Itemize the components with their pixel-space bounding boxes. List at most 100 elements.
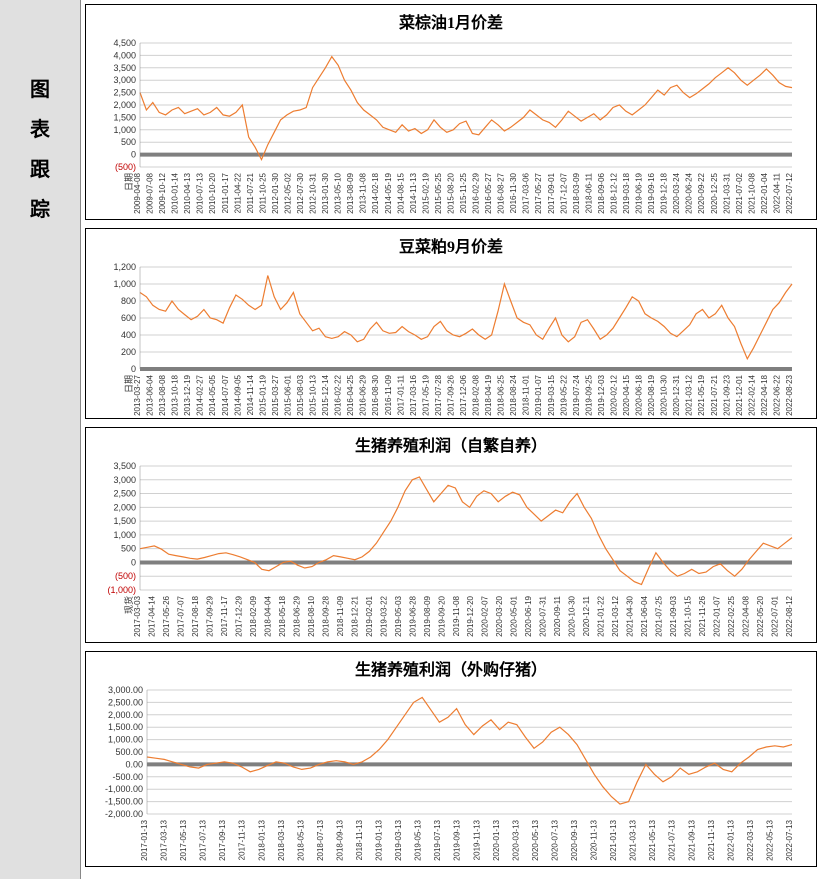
- chart1-xtick: 2021-10-08: [747, 172, 756, 213]
- chart3-ytick: (500): [115, 571, 136, 581]
- chart1-xtick: 2012-05-02: [283, 172, 292, 213]
- chart2-xtick: 2017-05-19: [421, 374, 430, 415]
- chart1-xtick: 2010-07-13: [196, 172, 205, 213]
- chart4-xtick: 2021-09-13: [687, 819, 696, 860]
- chart4-xtick: 2021-03-13: [629, 819, 638, 860]
- chart2-xtick: 2016-11-09: [384, 374, 393, 415]
- chart3-xtick: 2022-01-07: [713, 595, 722, 636]
- chart2-xtick: 2022-06-22: [772, 374, 781, 415]
- chart4-xtick: 2018-09-13: [335, 819, 344, 860]
- chart3-xtick: 2017-07-07: [176, 595, 185, 636]
- chart1-xtick: 2009-04-08: [133, 172, 142, 213]
- chart4-xtick: 2017-01-13: [140, 819, 149, 860]
- chart2-xtick: 2013-08-08: [158, 374, 167, 415]
- chart2-xtick: 2019-05-22: [559, 374, 568, 415]
- chart4-xtick: 2019-11-13: [472, 819, 481, 860]
- chart1-title: 菜棕油1月价差: [92, 9, 810, 33]
- chart4-xtick: 2019-07-13: [433, 819, 442, 860]
- chart2-xtick: 2019-01-07: [534, 374, 543, 415]
- chart1-xtick: 2022-04-11: [772, 172, 781, 213]
- chart1-xtick: 2019-06-19: [635, 172, 644, 213]
- chart3-xtick: 2018-02-09: [249, 595, 258, 636]
- chart3-xtick: 2017-11-17: [220, 595, 229, 636]
- chart1-xtick: 2015-08-20: [446, 172, 455, 213]
- chart3-xtick: 2019-02-01: [365, 595, 374, 636]
- chart2-ytick: 1,200: [113, 262, 136, 272]
- chart3-ytick: 1,000: [113, 530, 136, 540]
- chart4-xtick: 2018-07-13: [316, 819, 325, 860]
- chart2-xtick: 2021-07-21: [710, 374, 719, 415]
- chart2-ytick: 0: [131, 364, 136, 374]
- chart3-xtick: 2022-05-20: [756, 595, 765, 636]
- chart3-xtick: 2020-06-19: [524, 595, 533, 636]
- chart2-xtick: 2013-12-19: [183, 374, 192, 415]
- chart3-xtick: 2019-06-28: [408, 595, 417, 636]
- chart3-xtick: 2022-08-12: [785, 595, 794, 636]
- chart1-ytick: 1,500: [113, 112, 136, 122]
- chart1-ytick: 1,000: [113, 125, 136, 135]
- chart2-xtick: 2015-12-14: [321, 374, 330, 415]
- chart3-title: 生猪养殖利润（自繁自养）: [92, 432, 810, 456]
- chart2-ytick: 1,000: [113, 279, 136, 289]
- chart1-xtick: 2020-09-22: [697, 172, 706, 213]
- chart1-xtick: 2020-12-25: [710, 172, 719, 213]
- chart3-xtick: 2021-11-26: [698, 595, 707, 636]
- chart2-xtick: 2022-04-18: [760, 374, 769, 415]
- chart3-ytick: (1,000): [107, 585, 136, 595]
- chart4-xtick: 2018-05-13: [296, 819, 305, 860]
- chart1-xtick: 2013-11-08: [359, 172, 368, 213]
- chart2-xtick: 2014-02-27: [196, 374, 205, 415]
- chart3-xtick: 2017-12-29: [234, 595, 243, 636]
- chart2-xtick: 2019-09-25: [584, 374, 593, 415]
- chart2-xtick: 2020-04-15: [622, 374, 631, 415]
- chart2-xtick: 2014-11-14: [246, 374, 255, 415]
- chart4-ytick: 0.00: [125, 759, 143, 769]
- chart1-series: [140, 57, 792, 160]
- chart3-xtick: 2018-08-10: [307, 595, 316, 636]
- chart2-plot: 02004006008001,0001,2002013-03-272013-06…: [92, 261, 802, 416]
- chart3-xtick: 2021-07-25: [655, 595, 664, 636]
- sidebar-char-3: 跟: [30, 150, 50, 190]
- chart2-xtick: 2015-10-13: [309, 374, 318, 415]
- chart2-xtick: 2019-12-03: [597, 374, 606, 415]
- chart2-xtick: 2016-08-30: [371, 374, 380, 415]
- chart1-xtick: 2021-03-31: [722, 172, 731, 213]
- chart1-xtick: 2018-12-12: [609, 172, 618, 213]
- chart3-xtick: 2021-04-30: [626, 595, 635, 636]
- chart3-xtick: 2020-05-01: [510, 595, 519, 636]
- chart4-ytick: -2,000.00: [105, 809, 143, 819]
- chart1-xtick: 2016-11-30: [509, 172, 518, 213]
- chart2-xtick: 2013-06-04: [146, 374, 155, 415]
- chart3-xtick: 2021-10-15: [684, 595, 693, 636]
- chart1-xtick: 2019-09-16: [647, 172, 656, 213]
- chart3-xtick: 2020-09-11: [553, 595, 562, 636]
- chart1-xtick: 2015-05-25: [434, 172, 443, 213]
- chart2-xtick: 2013-03-27: [133, 374, 142, 415]
- chart4-xtick: 2020-05-13: [531, 819, 540, 860]
- chart2-ytick: 200: [121, 347, 136, 357]
- chart3-xtick: 2017-09-29: [205, 595, 214, 636]
- chart1-xtick: 2018-03-09: [572, 172, 581, 213]
- chart3-xtick: 2020-12-11: [582, 595, 591, 636]
- chart1-ytick: 3,500: [113, 63, 136, 73]
- chart2-xtick: 2017-12-06: [459, 374, 468, 415]
- chart1-xtick: 2011-10-25: [258, 172, 267, 213]
- chart4-xtick: 2018-03-13: [277, 819, 286, 860]
- chart4-xtick: 2019-05-13: [414, 819, 423, 860]
- chart2-container: 豆菜粕9月价差02004006008001,0001,2002013-03-27…: [85, 228, 817, 419]
- chart1-xtick: 2012-01-30: [271, 172, 280, 213]
- chart1-xtick: 2019-12-18: [660, 172, 669, 213]
- chart2-xtick: 2015-06-01: [283, 374, 292, 415]
- chart4-ytick: 2,000.00: [108, 710, 143, 720]
- chart2-xtick: 2015-01-19: [258, 374, 267, 415]
- chart1-xtick: 2011-01-17: [221, 172, 230, 213]
- chart4-xtick: 2021-11-13: [707, 819, 716, 860]
- chart3-ytick: 500: [121, 544, 136, 554]
- chart1-xtick: 2013-01-30: [321, 172, 330, 213]
- chart4-title: 生猪养殖利润（外购仔猪）: [92, 656, 810, 680]
- chart4-ytick: 3,000.00: [108, 685, 143, 695]
- chart4-ytick: 2,500.00: [108, 697, 143, 707]
- chart4-xtick: 2017-03-13: [160, 819, 169, 860]
- chart4-xtick: 2019-09-13: [453, 819, 462, 860]
- chart3-xtick: 2017-08-18: [191, 595, 200, 636]
